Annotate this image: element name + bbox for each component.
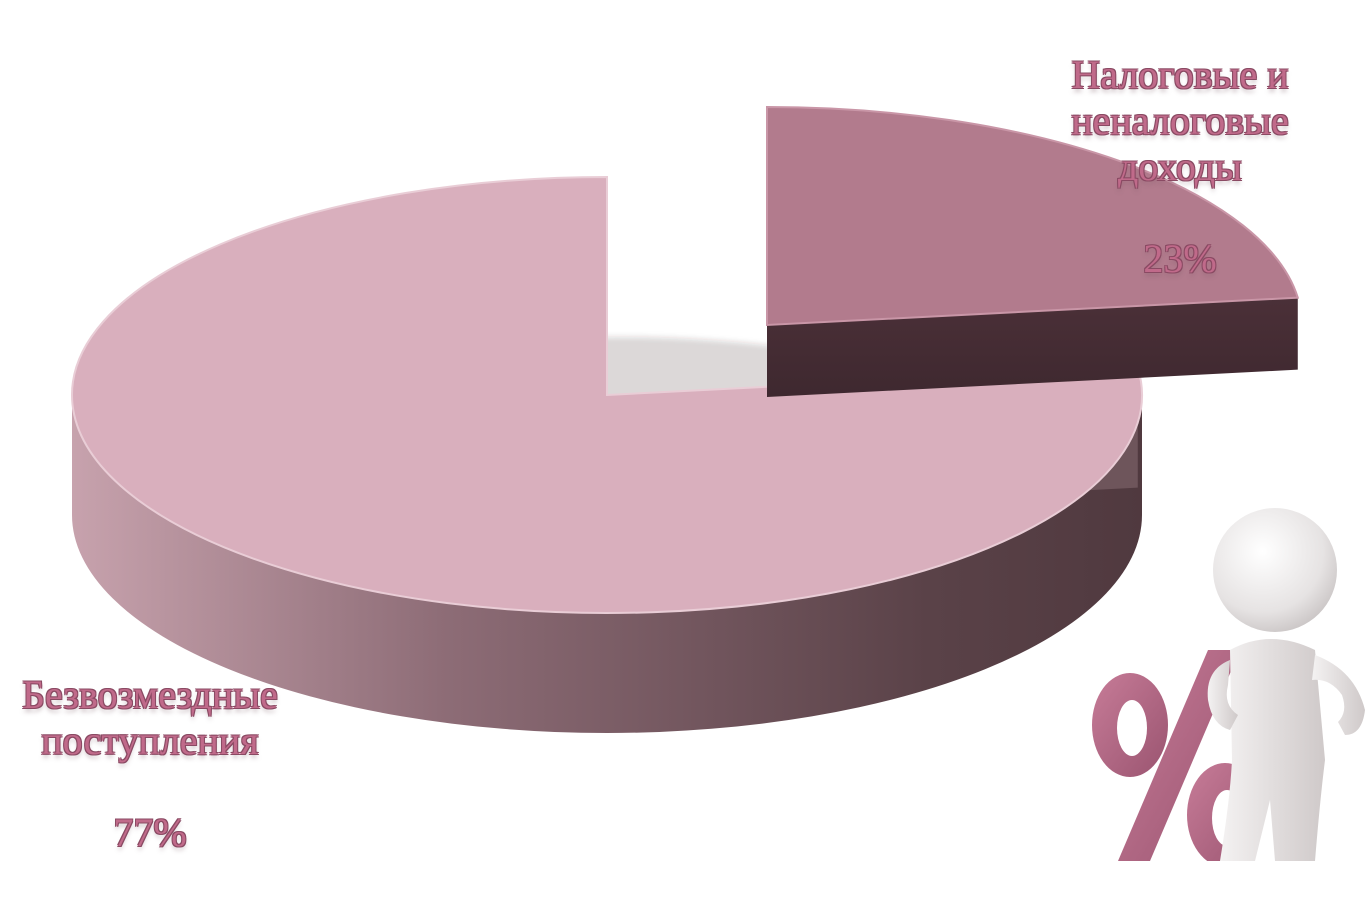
slice-nalogovye (766, 105, 1300, 397)
pie-chart (71, 105, 1300, 733)
label-nalogovye: Налоговые и неналоговые доходы 23% (1040, 6, 1320, 328)
label-nalogovye-name: Налоговые и неналоговые доходы (1071, 52, 1289, 189)
slice-nalogovye-side (767, 297, 1298, 397)
leaning-person-icon (1092, 508, 1365, 861)
slice-bezvozmezdnye (71, 175, 1143, 733)
label-bezvozmezdnye: Безвозмездные поступления 77% (0, 626, 300, 902)
slice-bezvozmezdnye-side (72, 395, 1142, 733)
slice-bezvozmezdnye-top (71, 175, 1143, 614)
label-bezvozmezdnye-percent: 77% (113, 810, 187, 855)
person-figure-icon (1207, 508, 1365, 861)
slice-nalogovye-top (766, 105, 1300, 327)
label-bezvozmezdnye-name: Безвозмездные поступления (22, 672, 278, 763)
label-nalogovye-percent: 23% (1143, 236, 1217, 281)
